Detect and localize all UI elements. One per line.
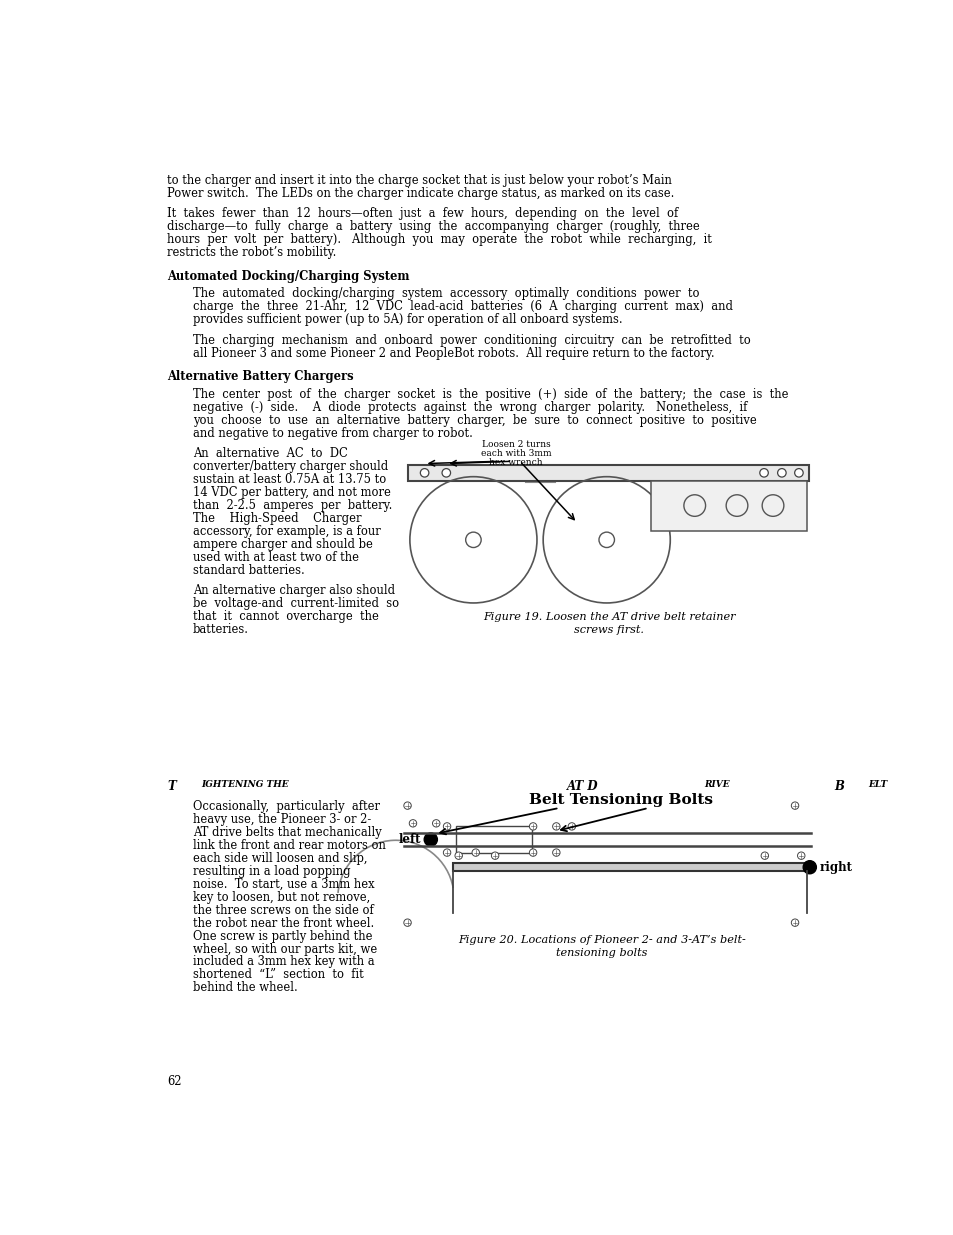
Text: link the front and rear motors on: link the front and rear motors on [193,839,385,852]
Text: An alternative charger also should: An alternative charger also should [193,584,395,598]
Text: shortened  “L”  section  to  fit: shortened “L” section to fit [193,968,363,982]
Text: T: T [167,779,176,793]
Text: Loosen 2 turns: Loosen 2 turns [481,440,550,448]
Text: wheel, so with our parts kit, we: wheel, so with our parts kit, we [193,942,376,956]
Text: batteries.: batteries. [193,624,249,636]
Circle shape [441,468,450,477]
Text: provides sufficient power (up to 5A) for operation of all onboard systems.: provides sufficient power (up to 5A) for… [193,314,622,326]
Text: The  charging  mechanism  and  onboard  power  conditioning  circuitry  can  be : The charging mechanism and onboard power… [193,333,750,347]
Text: Belt Tensioning Bolts: Belt Tensioning Bolts [529,793,713,806]
Text: be  voltage-and  current-limited  so: be voltage-and current-limited so [193,598,398,610]
Text: ampere charger and should be: ampere charger and should be [193,538,373,551]
Text: Figure 20. Locations of Pioneer 2- and 3-AT’s belt-: Figure 20. Locations of Pioneer 2- and 3… [457,935,745,945]
Text: to the charger and insert it into the charge socket that is just below your robo: to the charger and insert it into the ch… [167,174,672,186]
Text: tensioning bolts: tensioning bolts [556,948,647,958]
Text: It  takes  fewer  than  12  hours—often  just  a  few  hours,  depending  on  th: It takes fewer than 12 hours—often just … [167,207,678,220]
Text: screws first.: screws first. [574,625,643,635]
Circle shape [491,852,498,860]
Text: The    High-Speed    Charger: The High-Speed Charger [193,513,361,525]
Text: sustain at least 0.75A at 13.75 to: sustain at least 0.75A at 13.75 to [193,473,386,487]
Bar [452,863,806,871]
Text: Occasionally,  particularly  after: Occasionally, particularly after [193,800,379,813]
Text: the robot near the front wheel.: the robot near the front wheel. [193,916,374,930]
Text: negative  (-)  side.    A  diode  protects  against  the  wrong  charger  polari: negative (-) side. A diode protects agai… [193,401,746,414]
Text: key to loosen, but not remove,: key to loosen, but not remove, [193,890,370,904]
Text: IGHTENING THE: IGHTENING THE [201,779,292,789]
Text: charge  the  three  21-Ahr,  12  VDC  lead-acid  batteries  (6  A  charging  cur: charge the three 21-Ahr, 12 VDC lead-aci… [193,300,732,314]
Text: AT drive belts that mechanically: AT drive belts that mechanically [193,826,381,839]
Text: hours  per  volt  per  battery).   Although  you  may  operate  the  robot  whil: hours per volt per battery). Although yo… [167,233,712,246]
Text: you  choose  to  use  an  alternative  battery  charger,  be  sure  to  connect : you choose to use an alternative battery… [193,414,756,427]
Text: ELT: ELT [867,779,887,789]
Text: that  it  cannot  overcharge  the: that it cannot overcharge the [193,610,378,624]
Circle shape [790,802,798,809]
Text: included a 3mm hex key with a: included a 3mm hex key with a [193,956,375,968]
Circle shape [403,802,411,809]
Circle shape [424,832,436,846]
Text: standard batteries.: standard batteries. [193,564,304,577]
Circle shape [529,823,537,830]
Circle shape [568,823,575,830]
Circle shape [797,852,804,860]
Circle shape [420,468,429,477]
Text: Figure 19. Loosen the AT drive belt retainer: Figure 19. Loosen the AT drive belt reta… [482,613,735,622]
Text: left: left [398,832,421,846]
Circle shape [443,823,451,830]
Circle shape [443,848,451,856]
Text: converter/battery charger should: converter/battery charger should [193,461,388,473]
Text: each with 3mm: each with 3mm [480,450,551,458]
Text: heavy use, the Pioneer 3- or 2-: heavy use, the Pioneer 3- or 2- [193,813,371,826]
Text: Power switch.  The LEDs on the charger indicate charge status, as marked on its : Power switch. The LEDs on the charger in… [167,186,674,200]
Circle shape [760,852,768,860]
Circle shape [802,861,816,874]
Circle shape [432,820,439,827]
Text: than  2-2.5  amperes  per  battery.: than 2-2.5 amperes per battery. [193,499,392,513]
Text: Alternative Battery Chargers: Alternative Battery Chargers [167,370,354,383]
Text: The  automated  docking/charging  system  accessory  optimally  conditions  powe: The automated docking/charging system ac… [193,288,699,300]
Circle shape [759,468,767,477]
Circle shape [794,468,802,477]
Text: noise.  To start, use a 3mm hex: noise. To start, use a 3mm hex [193,878,375,890]
Text: right: right [819,861,852,873]
Bar [650,480,806,531]
Text: The  center  post  of  the  charger  socket  is  the  positive  (+)  side  of  t: The center post of the charger socket is… [193,388,787,401]
Text: Automated Docking/Charging System: Automated Docking/Charging System [167,269,410,283]
Text: B: B [834,779,843,793]
Text: One screw is partly behind the: One screw is partly behind the [193,930,372,942]
Text: 14 VDC per battery, and not more: 14 VDC per battery, and not more [193,487,391,499]
Circle shape [552,823,559,830]
Text: behind the wheel.: behind the wheel. [193,982,297,994]
Circle shape [790,919,798,926]
Text: restricts the robot’s mobility.: restricts the robot’s mobility. [167,246,336,259]
Text: An  alternative  AC  to  DC: An alternative AC to DC [193,447,347,461]
Circle shape [472,848,479,856]
Circle shape [777,468,785,477]
Text: all Pioneer 3 and some Pioneer 2 and PeopleBot robots.  All require return to th: all Pioneer 3 and some Pioneer 2 and Peo… [193,347,714,359]
Circle shape [455,852,462,860]
Circle shape [409,820,416,827]
Bar [456,826,531,853]
Text: the three screws on the side of: the three screws on the side of [193,904,374,916]
Circle shape [552,848,559,856]
Text: AT D: AT D [566,779,598,793]
Circle shape [403,919,411,926]
Bar [407,466,808,480]
Text: resulting in a load popping: resulting in a load popping [193,864,350,878]
Text: used with at least two of the: used with at least two of the [193,551,358,564]
Text: and negative to negative from charger to robot.: and negative to negative from charger to… [193,427,473,440]
Text: accessory, for example, is a four: accessory, for example, is a four [193,525,380,538]
Text: RIVE: RIVE [703,779,732,789]
Text: 62: 62 [167,1074,182,1088]
Text: discharge—to  fully  charge  a  battery  using  the  accompanying  charger  (rou: discharge—to fully charge a battery usin… [167,220,700,233]
Circle shape [529,848,537,856]
Text: each side will loosen and slip,: each side will loosen and slip, [193,852,367,864]
Text: hex wrench: hex wrench [489,458,542,467]
